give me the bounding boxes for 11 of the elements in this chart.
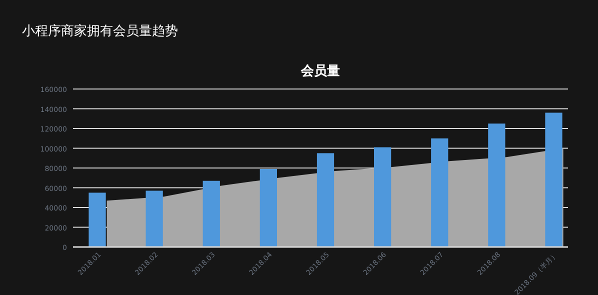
bar bbox=[202, 180, 220, 247]
bar bbox=[146, 190, 163, 247]
bar bbox=[488, 124, 506, 247]
bar bbox=[374, 147, 392, 247]
bar bbox=[88, 192, 106, 247]
chart-subtitle: 会员量 bbox=[300, 64, 340, 79]
bar bbox=[260, 168, 277, 247]
chart-title: 小程序商家拥有会员量趋势 bbox=[22, 23, 178, 39]
bar bbox=[316, 153, 334, 247]
bar bbox=[431, 138, 448, 247]
bar bbox=[545, 112, 562, 247]
